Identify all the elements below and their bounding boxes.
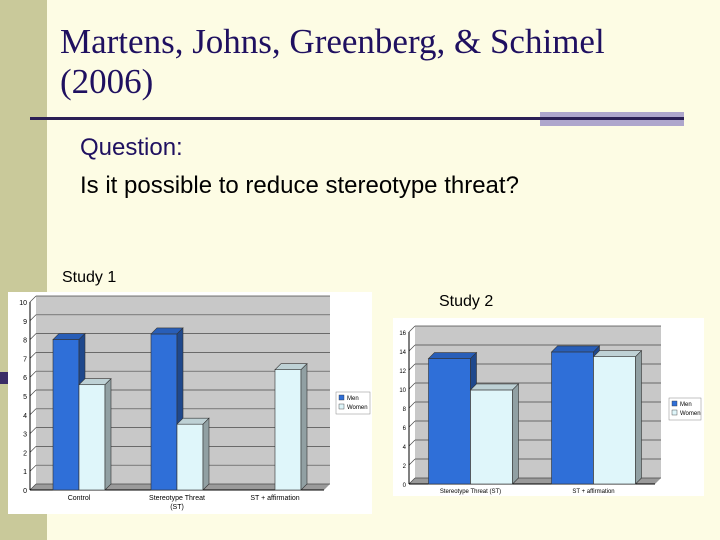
- bar-side-women-0: [512, 383, 519, 485]
- bar-women-1: [593, 356, 636, 485]
- gridline-depth: [29, 295, 37, 303]
- study-1-chart: 0 1 2 3 4 5 6 7 8 9 10 Control Stereotype Threat (ST)…: [8, 292, 372, 514]
- y-tick-label: 8: [403, 407, 407, 413]
- bar-side-women-2: [300, 362, 308, 491]
- y-tick-label: 0: [403, 483, 407, 489]
- gridline-depth: [29, 314, 37, 322]
- gridline-depth: [29, 446, 37, 453]
- bar-top-women-1: [592, 350, 643, 358]
- legend-swatch-women: [671, 409, 678, 416]
- gridline-depth: [408, 325, 416, 333]
- bar-top-men-1: [550, 345, 601, 353]
- bar-women-0: [470, 389, 513, 485]
- gridline-depth: [29, 370, 37, 378]
- gridline-depth: [408, 439, 416, 447]
- gridline-depth: [408, 401, 416, 409]
- legend: Men Women: [335, 391, 371, 415]
- bar-men-1: [150, 333, 178, 491]
- study-1-chart-svg: 0 1 2 3 4 5 6 7 8 9 10 Control Stereotype Threat (ST)…: [19, 295, 371, 511]
- legend-label-women: Women: [680, 411, 701, 417]
- bar-women-0: [78, 384, 106, 491]
- category-label: ST + affirmation: [572, 489, 614, 495]
- gridline-depth: [29, 389, 37, 397]
- legend-label-women: Women: [347, 405, 368, 411]
- y-tick-label: 0: [23, 488, 27, 495]
- bar-side-women-1: [635, 349, 642, 485]
- gridline-depth: [29, 464, 37, 472]
- y-tick-label: 5: [23, 394, 27, 401]
- gridline-depth: [408, 458, 416, 466]
- bar-women-1: [176, 423, 204, 491]
- category-label: ST + affirmation: [250, 495, 299, 502]
- y-tick-label: 14: [399, 350, 406, 356]
- y-tick-label: 4: [23, 413, 27, 420]
- gridline-depth: [29, 427, 37, 434]
- bar-side-women-0: [104, 377, 112, 491]
- study-2-label: Study 2: [439, 293, 494, 310]
- category-label-cont: (ST): [170, 504, 184, 511]
- legend-box: [335, 391, 371, 415]
- legend-swatch-women: [338, 403, 345, 410]
- bar-men-0: [428, 358, 471, 485]
- y-tick-label: 1: [23, 469, 27, 476]
- y-tick-label: 9: [23, 319, 27, 326]
- y-tick-label: 10: [19, 300, 27, 307]
- gridline-depth: [408, 382, 416, 390]
- study-1-label: Study 1: [62, 269, 117, 286]
- y-tick-label: 6: [403, 426, 407, 432]
- y-tick-label: 12: [399, 369, 406, 375]
- legend-swatch-men: [671, 400, 678, 407]
- y-tick-label: 4: [403, 445, 407, 451]
- y-tick-label: 10: [399, 388, 406, 394]
- left-accent-mark: [0, 372, 10, 384]
- legend-swatch-men: [338, 394, 345, 401]
- y-tick-label: 16: [399, 331, 406, 337]
- category-label: Stereotype Threat: [149, 495, 205, 502]
- bar-men-1: [551, 351, 594, 485]
- bar-women-2: [274, 369, 302, 491]
- y-tick-label: 7: [23, 356, 27, 363]
- bar-side-women-1: [202, 417, 210, 491]
- gridline-depth: [29, 408, 37, 416]
- y-tick-label: 3: [23, 432, 27, 439]
- question-text: Is it possible to reduce stereotype thre…: [80, 172, 519, 199]
- legend-label-men: Men: [347, 396, 359, 402]
- gridline-depth: [408, 344, 416, 352]
- title-underline: [30, 117, 684, 120]
- gridline-depth: [408, 420, 416, 428]
- y-tick-label: 8: [23, 338, 27, 345]
- gridline-depth: [29, 333, 37, 340]
- legend: Men Women: [668, 397, 702, 421]
- gridline-depth: [408, 477, 416, 485]
- category-label: Stereotype Threat (ST): [440, 489, 501, 495]
- gridline-depth: [29, 352, 37, 359]
- y-tick-label: 6: [23, 375, 27, 382]
- question-label: Question:: [80, 134, 183, 161]
- legend-label-men: Men: [680, 402, 692, 408]
- study-2-chart: 0 2 4 6 8 10 12 14 16 Stereotype Threat (ST) ST + …: [393, 318, 704, 496]
- bar-top-women-0: [469, 383, 520, 391]
- bar-men-0: [52, 339, 80, 491]
- slide-title: Martens, Johns, Greenberg, & Schimel (20…: [60, 22, 605, 101]
- y-tick-label: 2: [403, 464, 407, 470]
- gridline-depth: [29, 483, 37, 491]
- gridline-depth: [408, 363, 416, 371]
- category-label: Control: [68, 495, 91, 502]
- study-2-chart-svg: 0 2 4 6 8 10 12 14 16 Stereotype Threat (ST) ST + …: [399, 325, 702, 495]
- bar-top-men-0: [427, 352, 478, 359]
- y-tick-label: 2: [23, 450, 27, 457]
